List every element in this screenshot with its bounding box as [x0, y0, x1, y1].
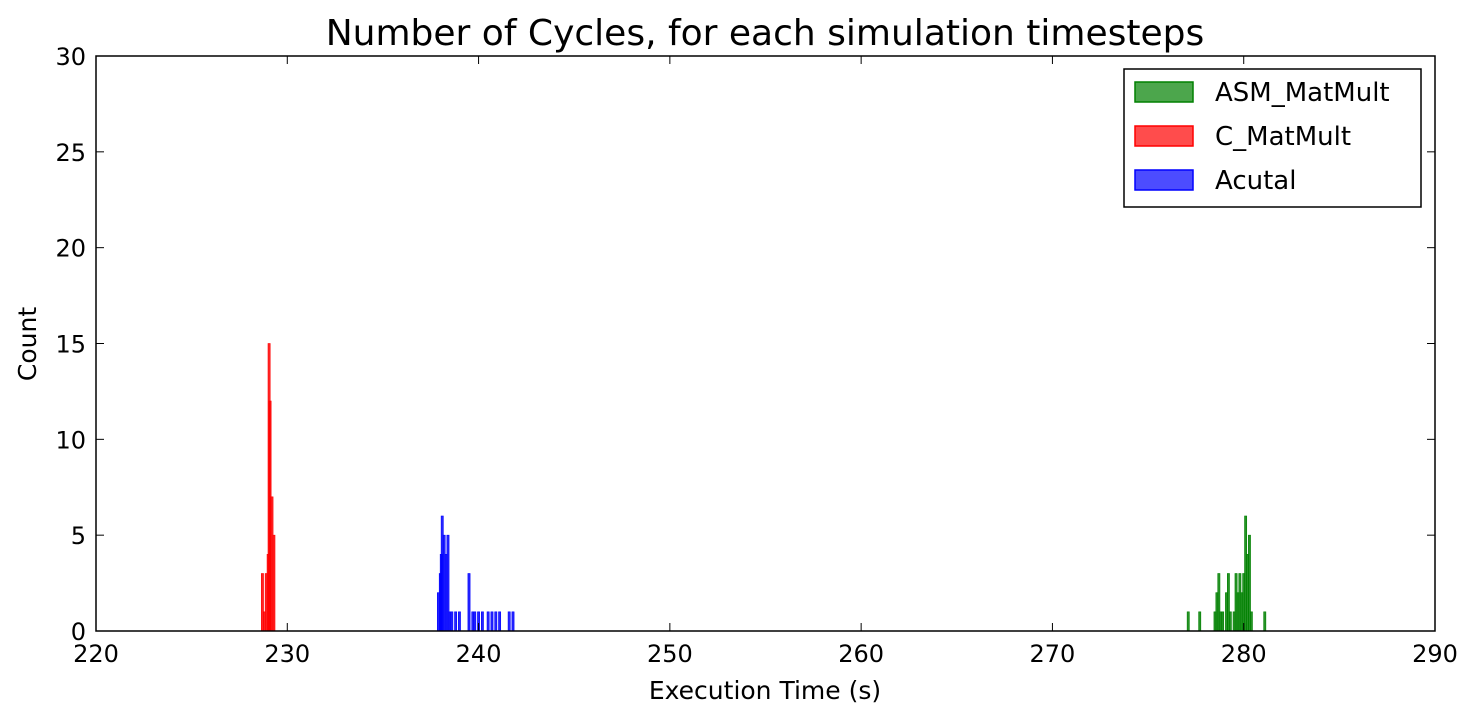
histogram-bar: [1249, 611, 1253, 632]
y-axis-label: Count: [13, 307, 42, 381]
y-tick-label: 0: [71, 618, 86, 646]
histogram-bar: [486, 611, 490, 632]
x-tick-label: 280: [1221, 640, 1267, 668]
x-tick-label: 220: [73, 640, 119, 668]
legend-label: C_MatMult: [1215, 122, 1351, 152]
histogram-bar: [473, 611, 477, 632]
histogram-bar: [498, 611, 502, 632]
histogram-bar: [1263, 611, 1267, 632]
y-axis-ticks: 0 5 10 15 20 25 30: [55, 43, 1435, 646]
histogram-bar: [507, 611, 511, 632]
legend-swatch: [1134, 169, 1194, 191]
histogram-bar: [272, 534, 276, 632]
x-tick-label: 270: [1030, 640, 1076, 668]
histogram-bar: [490, 611, 494, 632]
histogram-bar: [511, 611, 515, 632]
y-tick-label: 15: [55, 331, 86, 359]
histogram-bar: [480, 611, 484, 632]
x-tick-label: 260: [838, 640, 884, 668]
x-axis-label: Execution Time (s): [649, 676, 881, 705]
chart-title: Number of Cycles, for each simulation ti…: [326, 13, 1205, 54]
histogram-bar: [494, 611, 498, 632]
legend-swatch: [1134, 125, 1194, 147]
x-axis-ticks: 220 230 240 250 260 270 280 290: [73, 56, 1458, 668]
y-tick-label: 5: [71, 522, 86, 550]
y-tick-label: 20: [55, 235, 86, 263]
x-tick-label: 250: [647, 640, 693, 668]
x-tick-label: 230: [264, 640, 310, 668]
histogram-bar: [467, 573, 471, 632]
histogram-bar: [1228, 611, 1232, 632]
histogram-bar: [1186, 611, 1190, 632]
histogram-bar: [450, 611, 454, 632]
legend-label: Acutal: [1215, 166, 1296, 196]
legend: ASM_MatMult C_MatMult Acutal: [1123, 68, 1422, 208]
histogram-bar: [1198, 611, 1202, 632]
x-tick-label: 290: [1412, 640, 1458, 668]
y-tick-label: 30: [55, 43, 86, 71]
y-tick-label: 10: [55, 426, 86, 454]
y-tick-label: 25: [55, 139, 86, 167]
histogram-bar: [458, 611, 461, 632]
x-tick-label: 240: [456, 640, 502, 668]
legend-label: ASM_MatMult: [1215, 78, 1390, 108]
bars-layer: [261, 343, 1267, 632]
histogram-bar: [454, 611, 458, 632]
legend-swatch: [1134, 81, 1194, 103]
histogram-bar: [1221, 611, 1225, 632]
